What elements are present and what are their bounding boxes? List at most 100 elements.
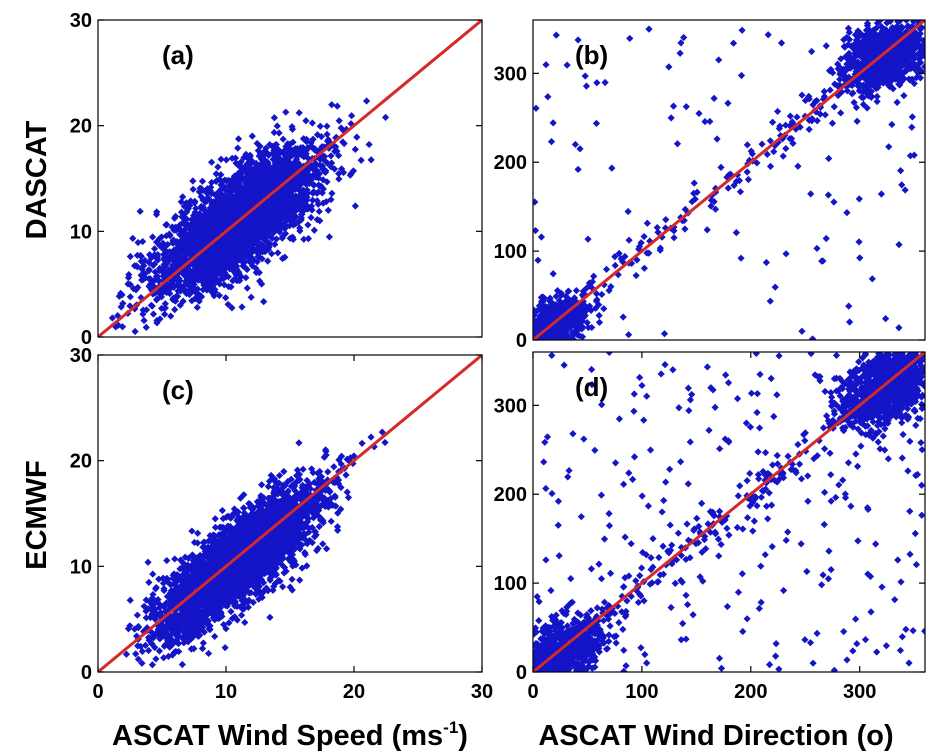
data-point	[566, 313, 574, 321]
data-point	[771, 283, 779, 291]
data-point	[197, 204, 205, 212]
data-point	[233, 257, 241, 265]
data-point	[272, 145, 280, 154]
data-point	[541, 313, 550, 322]
data-point	[278, 234, 286, 242]
data-point	[253, 139, 261, 148]
data-point	[805, 116, 813, 124]
data-point	[237, 163, 245, 171]
data-point	[191, 295, 199, 303]
data-point	[789, 139, 797, 147]
data-point	[860, 60, 869, 68]
data-point	[189, 177, 197, 185]
data-point	[553, 286, 562, 295]
data-point	[841, 43, 849, 51]
data-point	[646, 237, 654, 245]
data-point	[843, 87, 851, 95]
data-point	[327, 152, 335, 160]
data-point	[148, 661, 156, 669]
data-point	[680, 216, 688, 225]
data-point	[221, 268, 229, 277]
data-point	[247, 224, 255, 232]
data-point	[547, 138, 556, 146]
data-point	[239, 262, 247, 270]
data-point	[535, 326, 543, 334]
data-point	[238, 258, 247, 266]
data-point	[570, 294, 579, 302]
data-point	[300, 235, 308, 243]
data-point	[281, 189, 289, 197]
y-tick-label: 0	[516, 330, 527, 352]
data-point	[667, 114, 675, 122]
data-point	[313, 197, 321, 205]
data-point	[292, 192, 300, 200]
data-point	[539, 310, 547, 318]
data-point	[916, 74, 925, 82]
data-point	[153, 208, 161, 216]
data-point	[337, 165, 346, 173]
data-point	[252, 268, 260, 277]
data-point	[161, 304, 169, 313]
data-point	[885, 78, 893, 86]
data-point	[858, 38, 867, 46]
data-point	[309, 196, 317, 204]
data-point	[295, 201, 303, 209]
data-point	[323, 130, 331, 138]
data-point	[736, 188, 745, 196]
data-point	[281, 253, 289, 261]
data-point	[917, 46, 925, 54]
data-point	[288, 123, 296, 131]
data-point	[295, 184, 303, 192]
data-point	[537, 233, 546, 241]
data-point	[680, 33, 688, 42]
data-point	[253, 164, 261, 172]
data-point	[285, 209, 293, 218]
data-point	[318, 162, 327, 170]
data-point	[211, 258, 220, 266]
data-point	[916, 65, 924, 73]
data-point	[872, 43, 880, 51]
data-point	[730, 181, 738, 190]
data-point	[190, 284, 198, 292]
data-point	[845, 28, 853, 36]
data-point	[836, 70, 844, 78]
data-point	[593, 79, 601, 87]
data-point	[297, 210, 305, 219]
data-point	[177, 208, 186, 216]
data-point	[717, 163, 725, 171]
data-point	[583, 318, 591, 327]
data-point	[587, 283, 596, 291]
data-point	[281, 229, 290, 238]
data-point	[729, 39, 738, 47]
data-point	[174, 292, 182, 300]
data-point	[282, 108, 290, 116]
data-point	[793, 113, 801, 121]
data-point	[763, 150, 771, 158]
data-point	[258, 189, 266, 197]
data-point	[282, 222, 290, 230]
data-point	[161, 310, 169, 318]
data-point	[307, 213, 315, 222]
data-point	[155, 266, 164, 275]
data-point	[310, 226, 318, 234]
data-point	[190, 199, 199, 207]
data-point	[656, 246, 664, 254]
data-point	[688, 198, 696, 206]
data-point	[601, 78, 609, 87]
data-point	[259, 201, 268, 209]
data-point	[544, 93, 552, 101]
data-point	[141, 256, 149, 265]
data-point	[229, 277, 237, 285]
data-point	[643, 219, 651, 227]
data-point	[277, 193, 285, 201]
data-point	[148, 302, 156, 310]
data-point	[302, 135, 311, 144]
data-point	[286, 583, 294, 591]
data-point	[542, 61, 550, 69]
data-point	[820, 87, 828, 96]
data-point	[286, 140, 294, 148]
data-point	[539, 304, 547, 313]
data-point	[844, 41, 852, 49]
data-point	[607, 283, 615, 291]
